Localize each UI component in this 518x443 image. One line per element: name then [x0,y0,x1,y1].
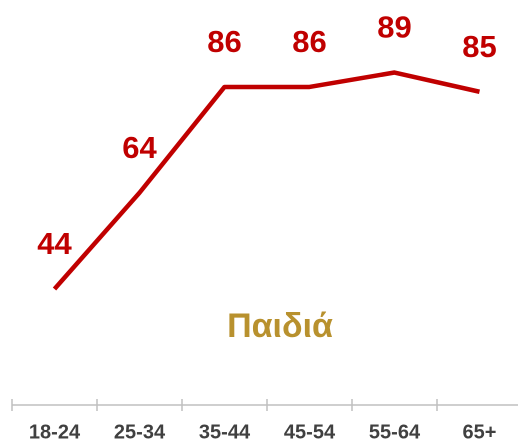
data-line [52,70,480,291]
x-tick-label: 35-44 [199,421,251,443]
data-label: 89 [377,10,411,45]
x-tick-label: 25-34 [114,421,166,443]
data-label: 44 [37,226,72,261]
data-label: 64 [122,130,157,165]
data-label: 85 [462,29,496,64]
series-label: Παιδιά [227,307,333,345]
data-label: 86 [207,24,241,59]
x-tick-label: 55-64 [369,421,421,443]
x-tick-label: 45-54 [284,421,336,443]
x-tick-label: 18-24 [29,421,81,443]
x-tick-label: 65+ [463,421,497,443]
data-label: 86 [292,24,326,59]
